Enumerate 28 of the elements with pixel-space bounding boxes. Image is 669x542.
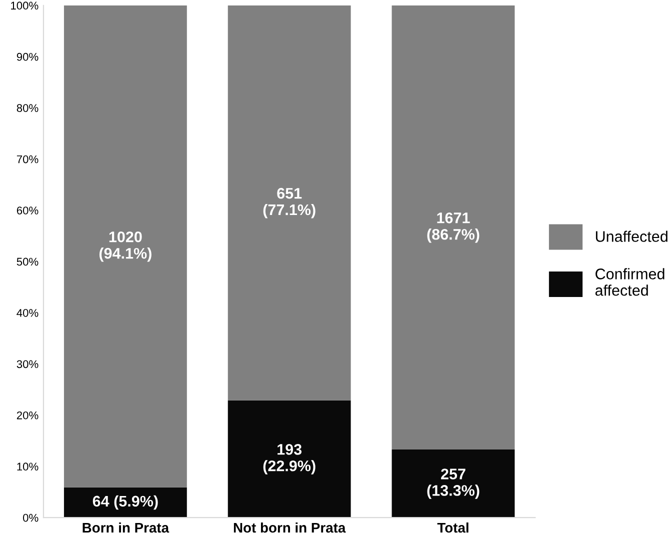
bar [64, 487, 187, 518]
bar [392, 449, 515, 518]
x-tick-label: Born in Prata [82, 522, 170, 533]
bar [228, 5, 351, 400]
y-tick-label: 50% [16, 258, 38, 266]
y-tick-label: 60% [16, 206, 38, 214]
x-tick-label: Not born in Prata [234, 522, 346, 533]
bar [64, 5, 187, 488]
y-tick-label: 10% [17, 462, 38, 471]
legend-label: Confirmed affected [595, 268, 664, 296]
y-tick-label: 100% [11, 2, 38, 10]
x-tick-label: Total [437, 522, 468, 533]
data-label: 193 (22.9%) [263, 444, 316, 474]
y-tick-label: 70% [16, 155, 38, 164]
data-label: 257 (13.3%) [427, 468, 480, 499]
y-tick-label: 20% [16, 411, 38, 420]
y-tick-label: 30% [16, 360, 38, 368]
data-label: 1020 (94.1%) [99, 231, 152, 262]
y-tick-label: 40% [16, 309, 38, 317]
data-label: 64 (5.9%) [92, 495, 158, 510]
data-label: 651 (77.1%) [263, 188, 316, 218]
bar [392, 5, 515, 450]
y-tick-label: 80% [16, 104, 38, 112]
data-label: 1671 (86.7%) [427, 212, 480, 243]
bar [228, 400, 351, 518]
y-tick-label: 90% [16, 52, 38, 61]
legend-label: Unaffected [596, 230, 668, 242]
y-tick-label: 0% [23, 514, 38, 522]
